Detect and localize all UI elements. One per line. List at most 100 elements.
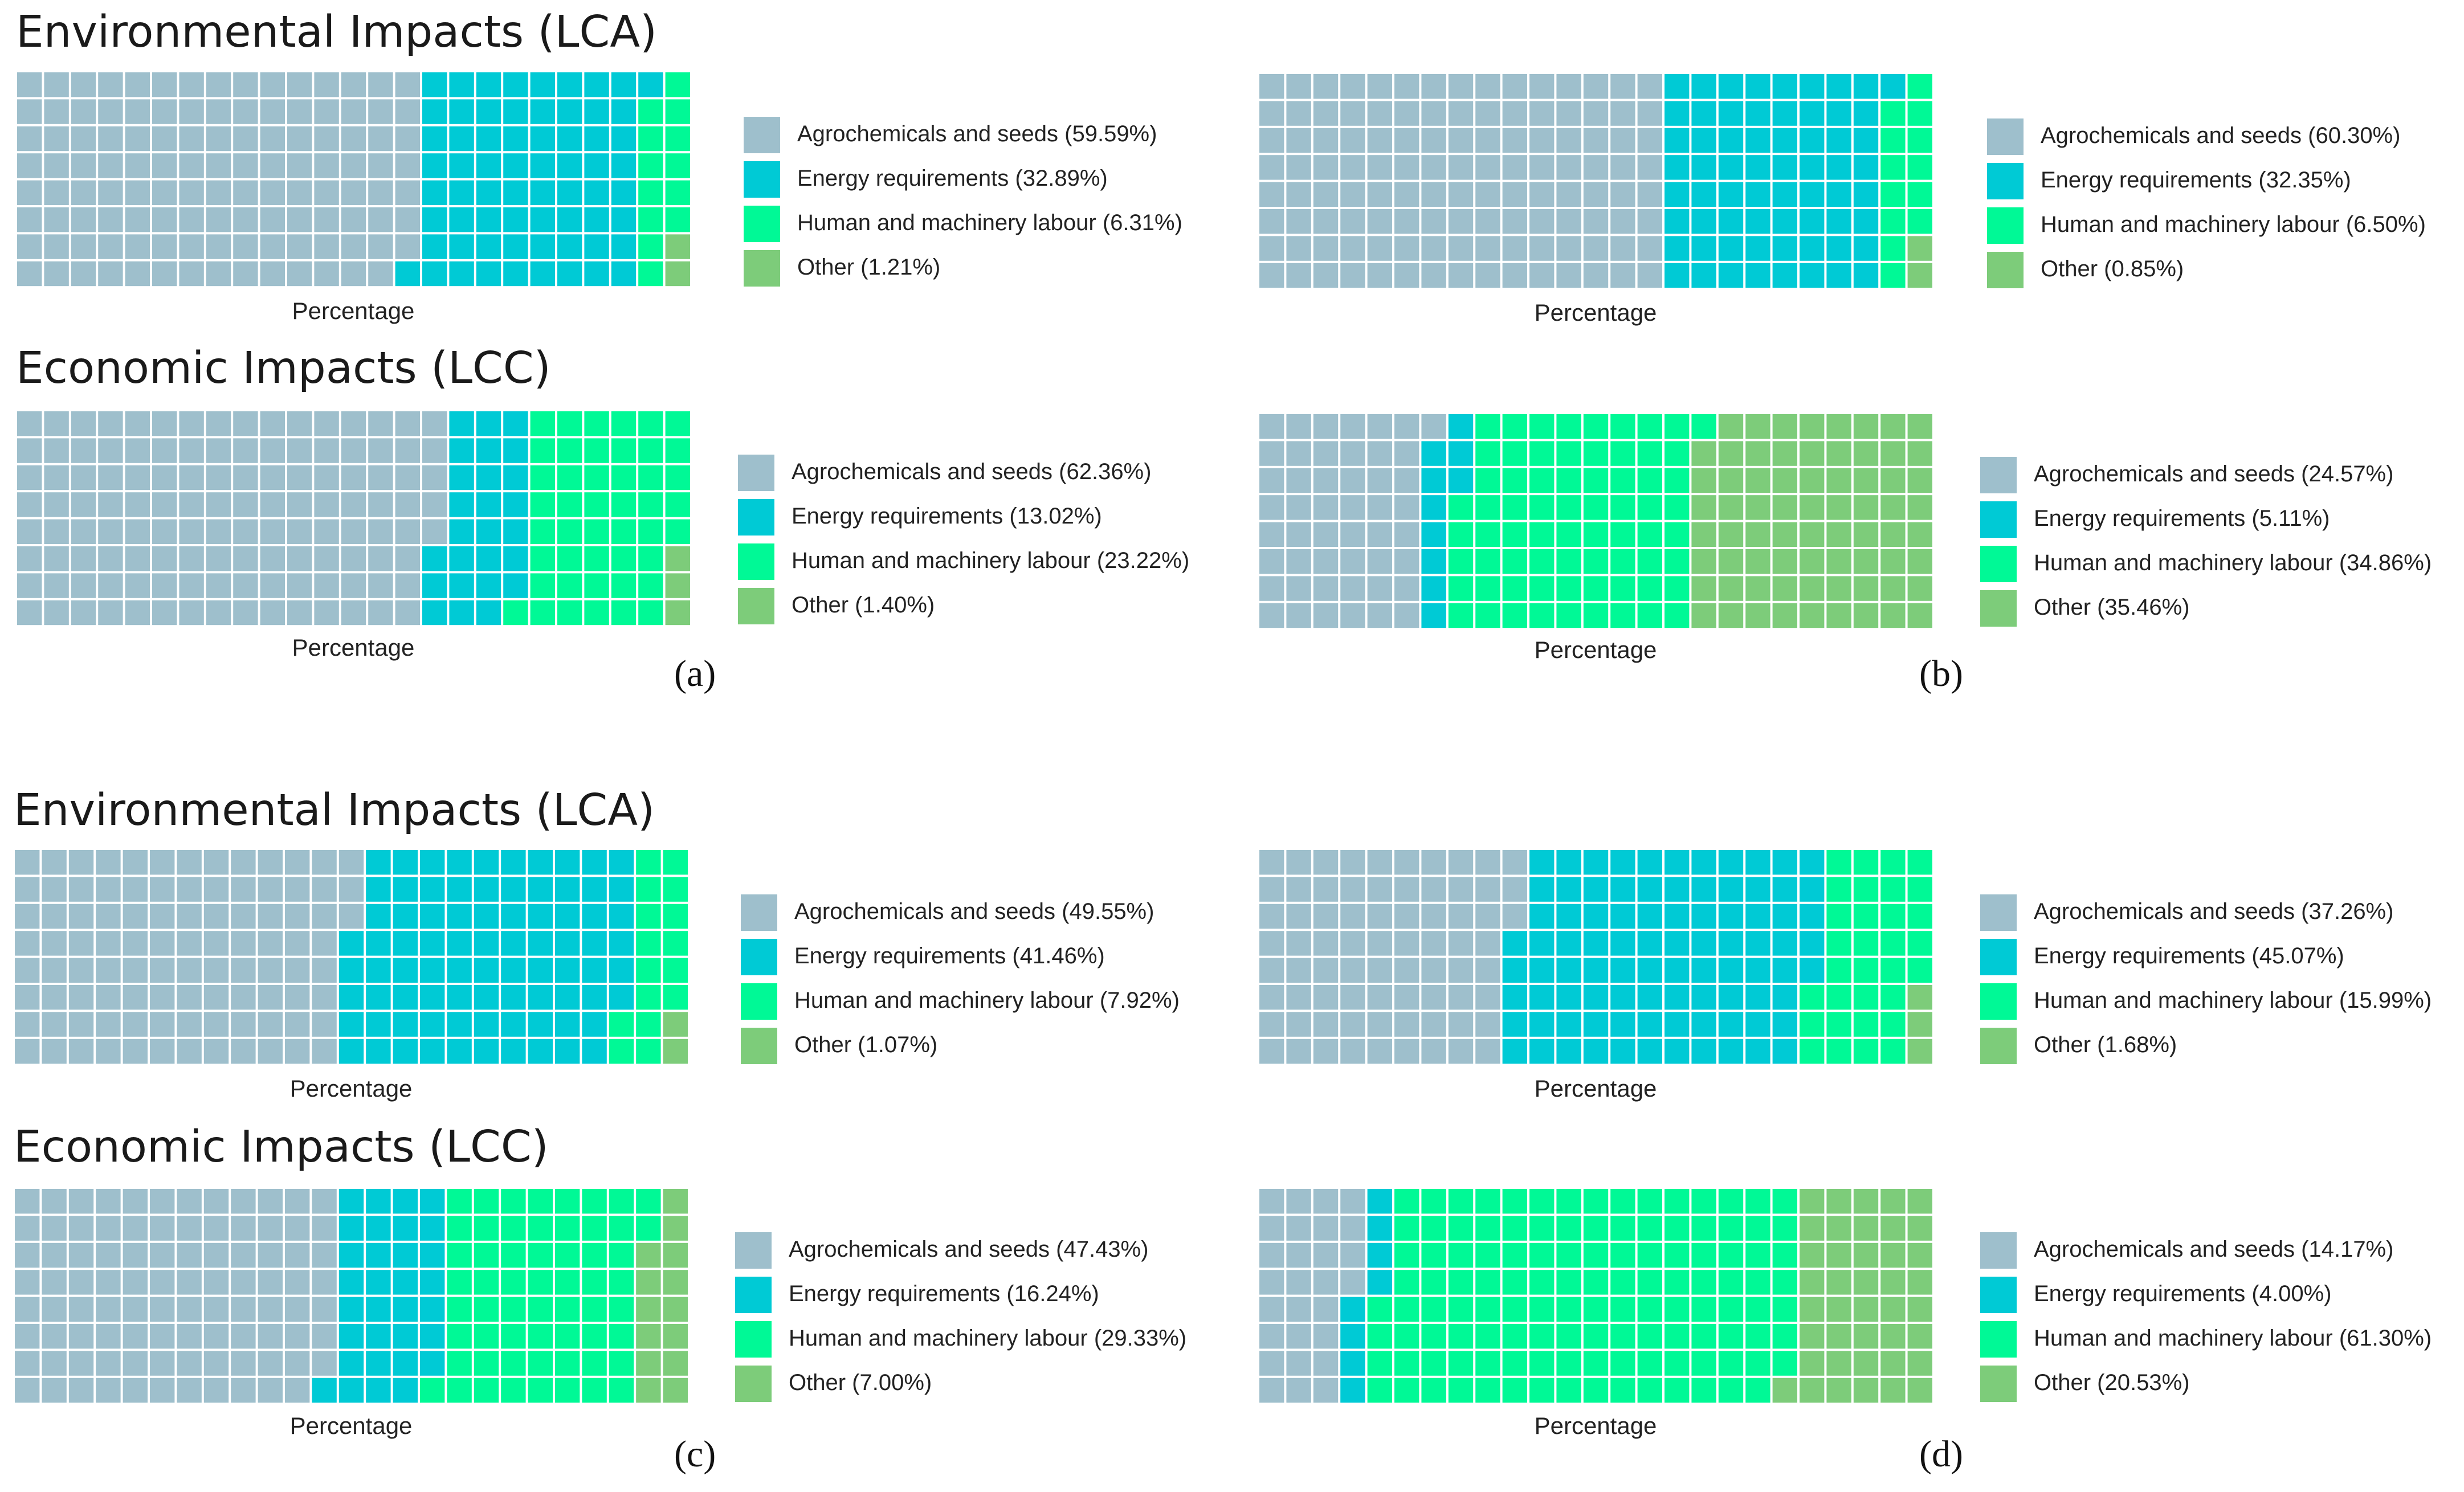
waffle-cell-agro [368,153,393,178]
waffle-cell-agro [206,72,231,97]
waffle-cell-agro [68,877,94,902]
waffle-cell-labour [584,573,609,598]
waffle-cell-energy [609,931,634,956]
waffle-cell-energy [393,1242,418,1268]
waffle-cell-agro [1502,904,1528,929]
waffle-cell-labour [1664,1351,1690,1376]
waffle-cell-labour [665,180,690,205]
waffle-cell-agro [233,519,258,544]
waffle-cell-agro [1340,958,1365,983]
legend-swatch [1987,207,2024,244]
waffle-cell-other [1907,441,1932,466]
legend-swatch [738,455,774,491]
waffle-cell-labour [665,492,690,517]
waffle-cell-agro [1340,849,1365,875]
waffle-cell-energy [1718,1012,1744,1037]
waffle-cell-energy [393,1351,418,1376]
waffle-cell-labour [611,465,637,490]
waffle-cell-energy [1637,877,1662,902]
waffle-cell-labour [1475,576,1500,601]
waffle-cell-energy [1772,849,1797,875]
waffle-cell-agro [71,519,96,544]
waffle-cell-agro [123,1242,148,1268]
waffle-cell-other [1826,468,1851,493]
waffle-cell-agro [1583,128,1609,153]
waffle-cell-energy [1610,904,1635,929]
waffle-cell-agro [341,411,366,436]
waffle-cell-labour [1853,984,1879,1010]
waffle-cell-agro [1502,849,1528,875]
waffle-cell-agro [1340,549,1365,574]
waffle-cell-agro [285,1189,310,1214]
waffle-cell-agro [44,411,69,436]
waffle-cell-labour [638,465,663,490]
waffle-cell-agro [1610,101,1635,126]
waffle-cell-labour [530,492,555,517]
waffle-cell-labour [1610,1377,1635,1403]
waffle-cell-other [1691,576,1716,601]
legend-label: Other (20.53%) [2034,1370,2190,1395]
waffle-cell-agro [1367,931,1393,956]
waffle-cell-energy [476,492,501,517]
waffle-cell-labour [638,411,663,436]
waffle-cell-agro [71,72,96,97]
waffle-cell-agro [1286,877,1311,902]
waffle-cell-agro [1367,414,1393,439]
waffle-cell-agro [152,519,177,544]
waffle-cell-agro [1637,263,1662,288]
waffle-cell-energy [1421,468,1446,493]
waffle-cell-agro [1259,441,1284,466]
waffle-cell-energy [1502,931,1528,956]
waffle-cell-agro [125,546,150,571]
waffle-cell-labour [1529,1216,1555,1241]
waffle-cell-agro [258,1216,283,1241]
waffle-cell-agro [42,1189,67,1214]
waffle-cell-energy [1529,904,1555,929]
waffle-cell-energy [503,126,528,152]
waffle-cell-agro [287,153,312,178]
legend-swatch [744,117,780,153]
waffle-cell-energy [1448,414,1474,439]
waffle-cell-energy [1637,1039,1662,1064]
waffle-cell-agro [1313,958,1339,983]
waffle-cell-labour [1772,1297,1797,1322]
waffle-cell-other [1907,1039,1932,1064]
waffle-cell-agro [1502,182,1528,207]
waffle-cell-labour [474,1216,499,1241]
waffle-cell-agro [312,931,337,956]
waffle-cell-energy [447,877,472,902]
waffle-cell-agro [231,1351,256,1376]
waffle-cell-labour [530,465,555,490]
waffle-cell-agro [1448,958,1474,983]
waffle-cell-labour [1745,1270,1771,1295]
waffle-cell-energy [1745,236,1771,261]
waffle-cell-agro [1394,931,1419,956]
waffle-cell-agro [1313,522,1339,547]
waffle-cell-other [663,1377,688,1403]
waffle-cell-agro [312,1012,337,1037]
waffle-cell-other [1826,414,1851,439]
waffle-cell-energy [503,438,528,463]
waffle-cell-labour [1637,1189,1662,1214]
waffle-cell-agro [17,411,42,436]
waffle-cell-energy [449,600,474,626]
waffle-cell-labour [1502,522,1528,547]
waffle-chart-c-lcc [15,1189,688,1403]
waffle-cell-agro [1340,603,1365,628]
waffle-cell-agro [1583,263,1609,288]
waffle-cell-other [1691,495,1716,520]
waffle-cell-energy [1745,984,1771,1010]
waffle-cell-agro [123,1189,148,1214]
waffle-cell-agro [1610,236,1635,261]
waffle-cell-agro [177,1297,202,1322]
waffle-cell-agro [314,180,339,205]
waffle-cell-labour [1745,1216,1771,1241]
waffle-cell-labour [1583,414,1609,439]
waffle-cell-other [1826,1270,1851,1295]
waffle-cell-agro [125,261,150,287]
waffle-cell-labour [528,1323,553,1349]
legend-swatch [1987,163,2024,199]
waffle-cell-energy [1556,877,1581,902]
waffle-cell-agro [1583,236,1609,261]
waffle-cell-energy [1718,931,1744,956]
